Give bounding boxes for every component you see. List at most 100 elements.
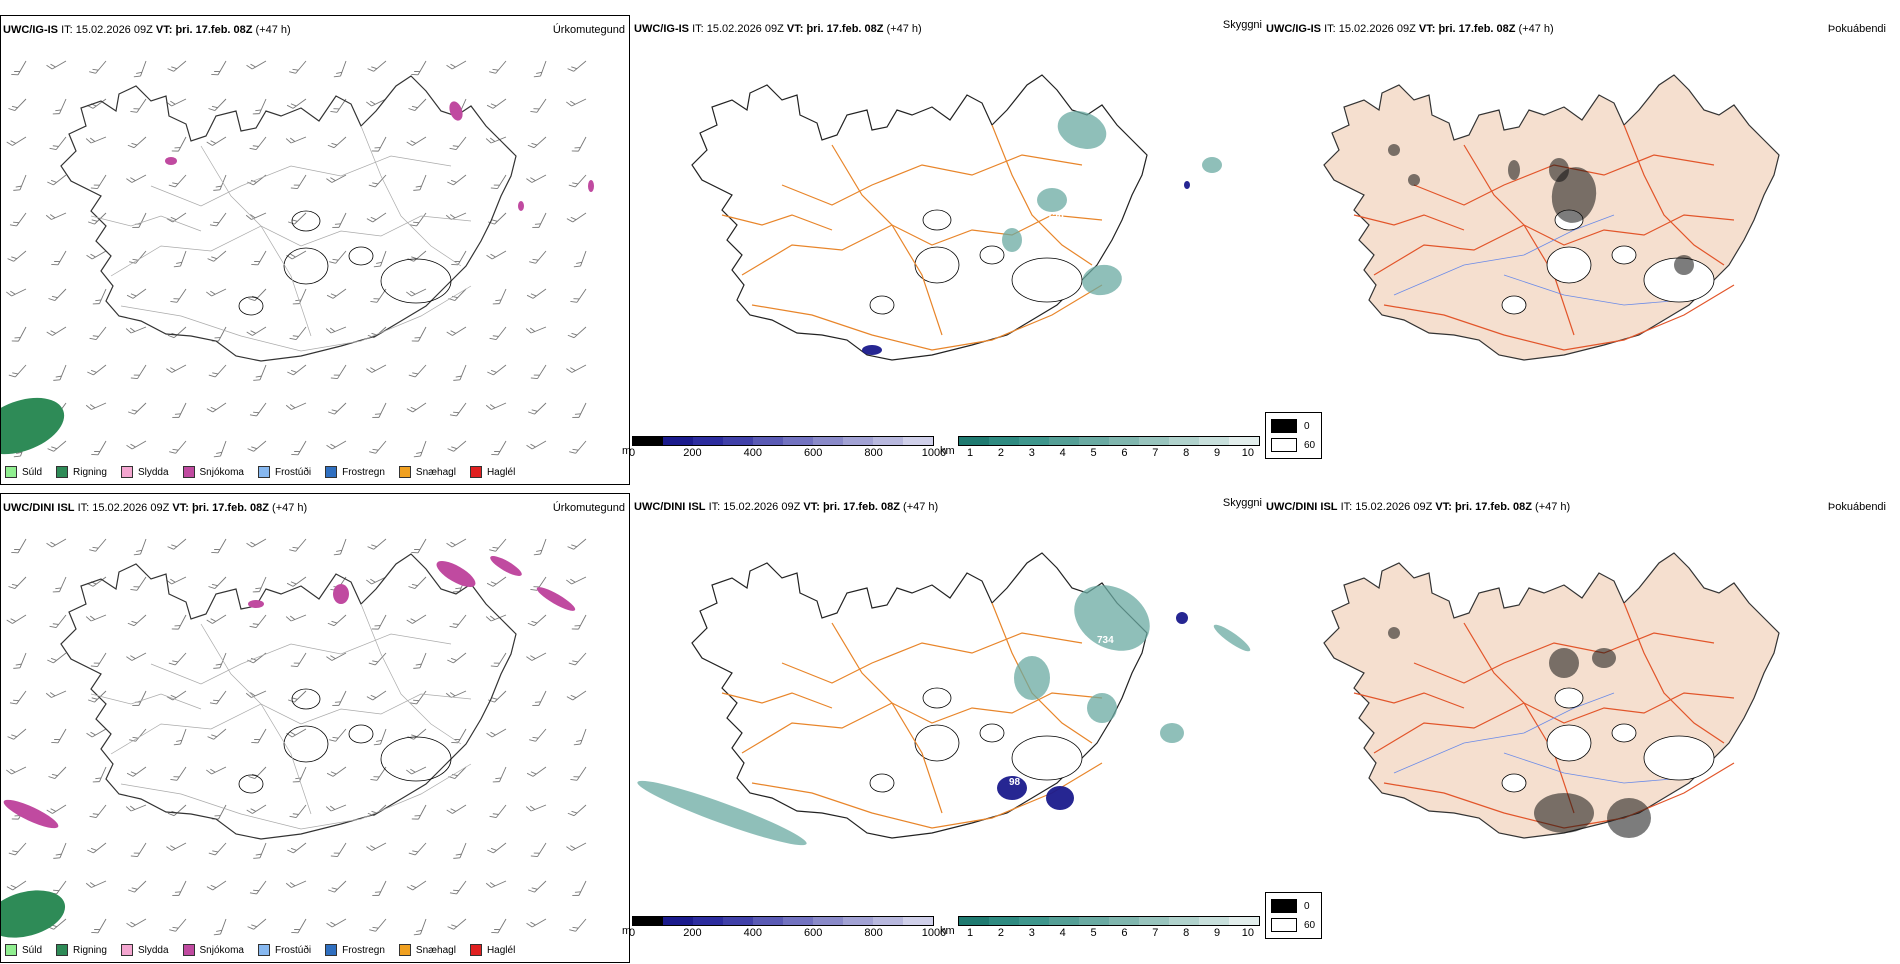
wind-barb — [132, 690, 147, 706]
wind-barb — [289, 804, 307, 819]
colorbar-step — [1139, 917, 1169, 925]
field-shading — [1160, 723, 1184, 743]
legend-item: Rigning — [56, 466, 107, 478]
wind-barb — [373, 250, 387, 268]
wind-barb — [329, 250, 347, 264]
wind-barb — [125, 804, 147, 812]
wind-barb — [130, 364, 147, 380]
wind-barb — [128, 880, 147, 893]
panel-header: UWC/IG-IS IT: 15.02.2026 09Z VT: þri. 17… — [3, 24, 291, 36]
ceiling-colorbar-row1: m 0 200 400 600 800 1000 — [622, 436, 946, 460]
wind-barb — [413, 440, 427, 458]
glacier-outline — [1501, 773, 1527, 793]
colorbar-step — [843, 917, 873, 925]
wind-barb — [251, 250, 267, 266]
glacier-outline — [914, 724, 960, 762]
wind-barb — [127, 614, 147, 627]
wind-barb — [448, 288, 467, 301]
wind-barb — [253, 364, 267, 381]
field-shading — [3, 799, 59, 829]
wind-barb — [13, 174, 27, 191]
panel-title: Skyggni — [1222, 19, 1262, 31]
wind-barb — [289, 60, 307, 74]
wind-barb — [168, 652, 187, 666]
wind-barb — [53, 364, 67, 381]
wind-barb — [9, 212, 27, 227]
legend-label: Rigning — [73, 466, 107, 478]
road-line — [120, 763, 472, 830]
glacier-outline — [1554, 687, 1584, 709]
spot-value-label: 27 — [1122, 242, 1134, 253]
wind-barb — [208, 576, 227, 589]
colorbar-step — [1169, 917, 1199, 925]
panel-title: Skyggni — [1222, 497, 1262, 509]
wind-barb — [126, 440, 147, 450]
glacier-outline — [1011, 257, 1083, 303]
wind-barb — [167, 538, 187, 550]
precip-map-row2 — [1, 538, 587, 938]
wind-barb — [406, 766, 427, 775]
field-shading — [1014, 656, 1050, 700]
wind-barb — [571, 136, 587, 152]
wind-barb — [92, 288, 107, 305]
colorbar-tick: 3 — [1028, 447, 1035, 459]
wind-barb — [247, 440, 267, 452]
field-shading — [1534, 793, 1594, 833]
wind-barb — [167, 60, 187, 72]
road-line — [150, 633, 452, 685]
colorbar-step — [633, 437, 663, 445]
wind-barb — [526, 288, 547, 299]
wind-barb — [451, 250, 467, 266]
wind-barb — [166, 212, 187, 223]
road-line — [200, 623, 312, 815]
colorbar-tick: 9 — [1213, 447, 1221, 459]
wind-barb — [372, 402, 387, 418]
legend-item: Frostregn — [325, 466, 385, 478]
colorbar-tick: 800 — [864, 927, 883, 939]
road-line — [1353, 692, 1465, 709]
wind-barb — [487, 364, 507, 376]
field-shading — [490, 556, 522, 576]
wind-barb — [327, 614, 347, 627]
wind-barb — [85, 136, 107, 144]
wind-barb — [368, 174, 387, 188]
wind-barb — [47, 652, 67, 664]
wind-barb — [213, 652, 227, 669]
wind-barb — [290, 652, 307, 668]
wind-barb — [286, 98, 307, 109]
glacier-outline — [1546, 246, 1592, 284]
colorbar-step — [813, 437, 843, 445]
wind-barb — [330, 98, 347, 113]
legend-label: Súld — [22, 944, 43, 956]
wind-barb — [289, 538, 307, 552]
wind-barb — [526, 766, 547, 777]
wind-barb — [249, 880, 267, 895]
wind-barb — [6, 288, 27, 297]
legend-swatch — [56, 466, 69, 478]
wind-barb — [489, 804, 507, 819]
wind-barb — [208, 842, 227, 856]
field-shading — [1087, 693, 1117, 723]
colorbar-step — [1079, 917, 1109, 925]
legend-label: Haglél — [486, 466, 516, 478]
road-line — [360, 125, 462, 267]
panel-header: UWC/DINI ISL IT: 15.02.2026 09Z VT: þri.… — [634, 501, 939, 513]
wind-barb — [372, 880, 387, 896]
wind-barb — [11, 538, 27, 554]
wind-barb — [11, 60, 27, 76]
wind-barb — [328, 402, 347, 415]
road-line — [751, 284, 1103, 351]
wind-barb — [253, 842, 267, 859]
wind-barb — [491, 440, 507, 456]
legend-item: Snjókoma — [182, 944, 244, 956]
field-shading — [1549, 648, 1579, 678]
field-shading — [588, 180, 594, 192]
wind-barb — [247, 918, 267, 930]
glacier-outline — [238, 774, 264, 794]
wind-barb — [49, 614, 67, 629]
wind-barb — [525, 804, 547, 812]
legend-item: Frostúði — [257, 944, 311, 956]
field-shading — [1508, 160, 1520, 180]
wind-barb — [86, 728, 107, 738]
panel-title: Úrkomutegund — [552, 502, 625, 514]
